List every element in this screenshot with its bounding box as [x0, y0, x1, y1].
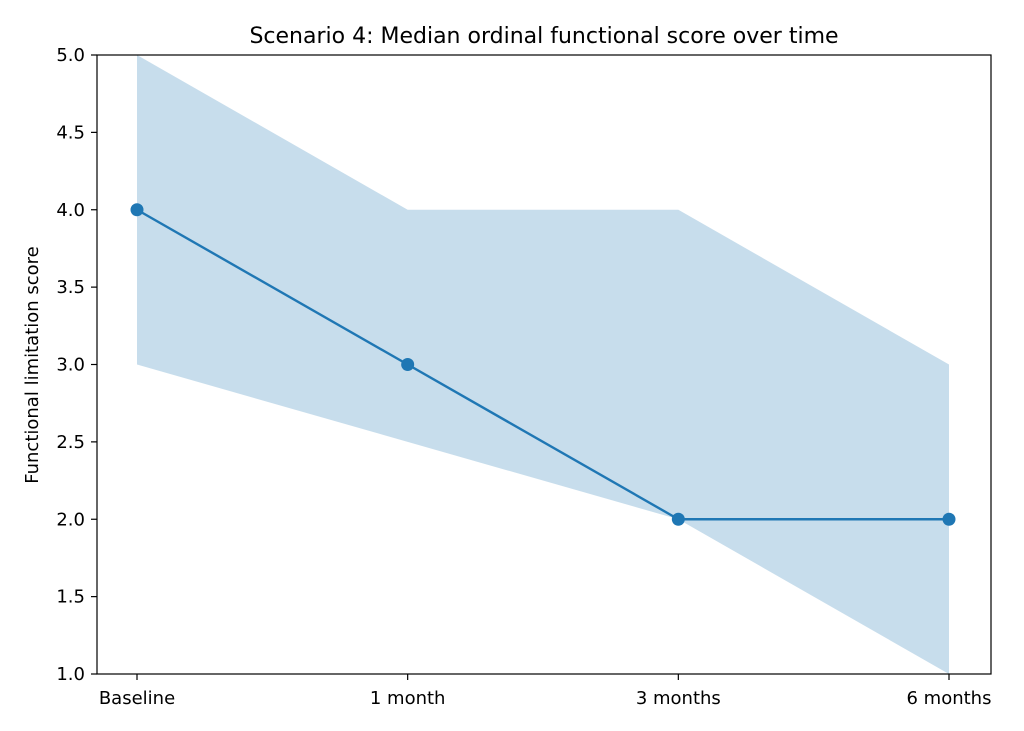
y-axis-label: Functional limitation score	[22, 246, 43, 484]
data-point	[130, 203, 144, 217]
y-tick-label: 3.5	[56, 277, 85, 298]
data-point	[671, 512, 685, 526]
x-axis-ticks: Baseline 1 month 3 months 6 months	[99, 674, 992, 709]
y-tick-label: 4.0	[56, 200, 85, 221]
series-line-layer	[136, 208, 949, 521]
series-line	[136, 208, 949, 521]
x-tick-label: 3 months	[636, 688, 721, 709]
y-tick-label: 1.0	[56, 664, 85, 685]
y-axis-ticks: 1.0 1.5 2.0 2.5 3.0 3.5 4.0 4.5 5.0	[56, 45, 97, 685]
y-tick-label: 5.0	[56, 45, 85, 66]
x-tick-label: 1 month	[370, 688, 446, 709]
data-point	[401, 358, 415, 371]
data-point	[942, 512, 956, 526]
chart-title: Scenario 4: Median ordinal functional sc…	[249, 24, 838, 49]
series-point-layer	[130, 203, 956, 526]
x-tick-label: Baseline	[99, 688, 175, 709]
y-tick-label: 3.0	[56, 355, 85, 376]
y-tick-label: 2.0	[56, 509, 85, 530]
plot-area-frame	[96, 54, 992, 675]
x-tick-label: 6 months	[907, 688, 992, 709]
y-tick-label: 1.5	[56, 587, 85, 608]
y-tick-label: 4.5	[56, 122, 85, 143]
y-tick-label: 2.5	[56, 432, 85, 453]
